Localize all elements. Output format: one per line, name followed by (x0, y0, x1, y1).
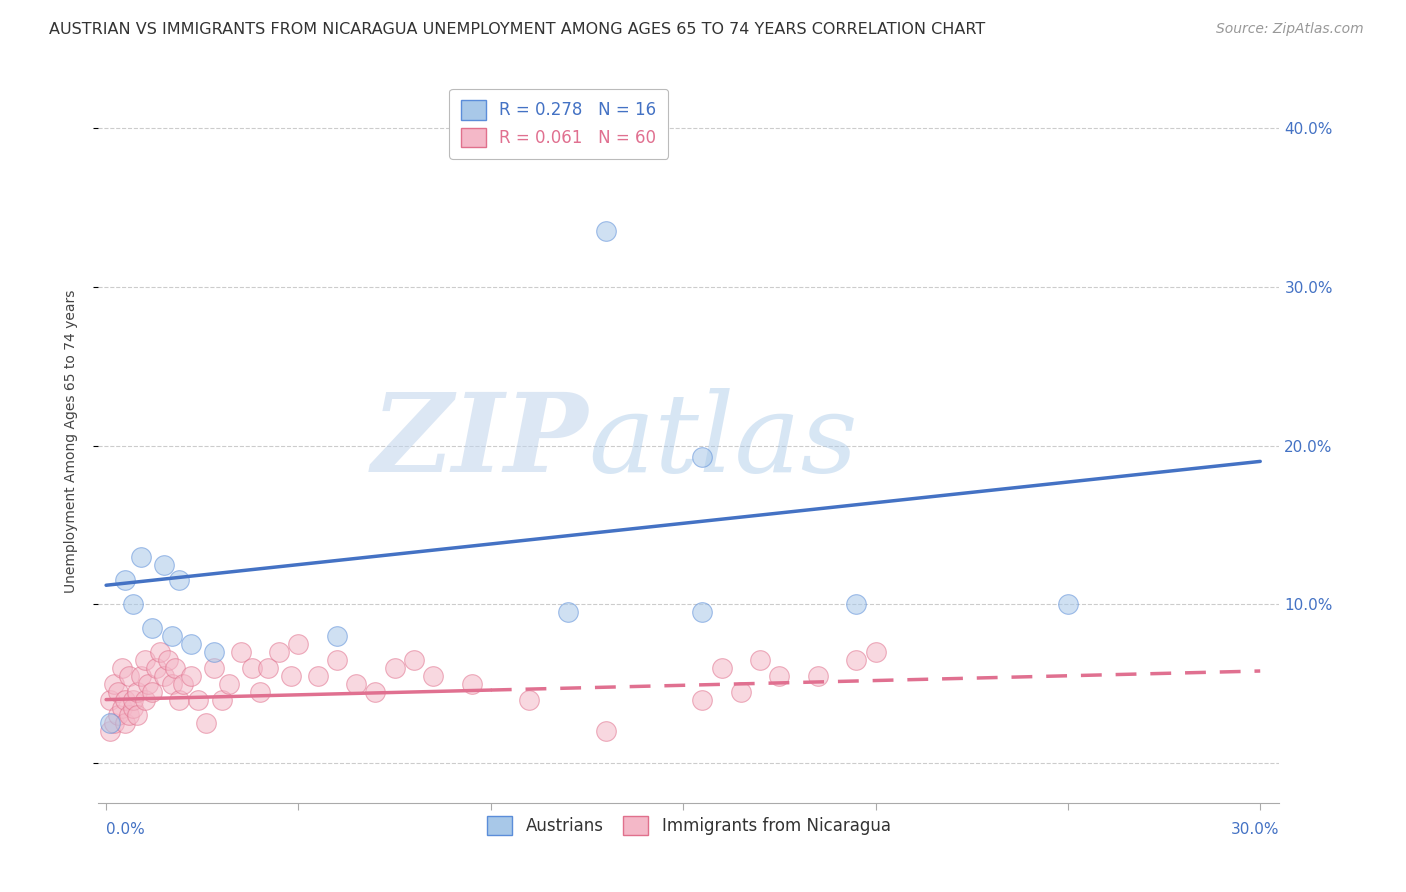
Point (249, 684, 271, 698)
Point (807, 669, 830, 683)
Point (240, 661, 263, 675)
Point (167, 574, 190, 588)
Point (211, 692, 233, 706)
Point (125, 708, 148, 723)
Point (287, 637, 309, 651)
Point (749, 653, 772, 667)
Point (865, 645, 887, 659)
Point (118, 708, 141, 723)
Point (107, 684, 129, 698)
Text: AUSTRIAN VS IMMIGRANTS FROM NICARAGUA UNEMPLOYMENT AMONG AGES 65 TO 74 YEARS COR: AUSTRIAN VS IMMIGRANTS FROM NICARAGUA UN… (49, 22, 986, 37)
Point (307, 669, 329, 683)
Point (692, 605, 714, 619)
Point (125, 684, 148, 698)
Point (149, 645, 172, 659)
Point (172, 676, 194, 690)
Text: Source: ZipAtlas.com: Source: ZipAtlas.com (1216, 22, 1364, 37)
Point (98, 716, 121, 731)
Point (114, 574, 136, 588)
Point (845, 653, 868, 667)
Point (517, 692, 540, 706)
Point (122, 692, 145, 706)
Point (180, 637, 202, 651)
Text: atlas: atlas (589, 388, 858, 495)
Point (218, 676, 240, 690)
Point (202, 645, 225, 659)
Point (229, 645, 252, 659)
Point (202, 661, 225, 675)
Point (138, 676, 160, 690)
Point (110, 700, 132, 714)
Point (103, 716, 125, 731)
Point (98, 724, 121, 739)
Point (167, 692, 190, 706)
Point (165, 661, 187, 675)
Point (460, 676, 482, 690)
Point (110, 661, 132, 675)
Point (730, 684, 752, 698)
Point (402, 653, 425, 667)
Point (595, 724, 617, 739)
Point (364, 684, 387, 698)
Point (107, 708, 129, 723)
Point (114, 716, 136, 731)
Point (156, 653, 179, 667)
Point (557, 605, 579, 619)
Point (103, 676, 125, 690)
Point (145, 661, 167, 675)
Y-axis label: Unemployment Among Ages 65 to 74 years: Unemployment Among Ages 65 to 74 years (63, 290, 77, 593)
Point (98, 692, 121, 706)
Point (160, 629, 183, 643)
Point (344, 676, 367, 690)
Legend: Austrians, Immigrants from Nicaragua: Austrians, Immigrants from Nicaragua (481, 809, 897, 841)
Point (384, 661, 406, 675)
Point (118, 669, 141, 683)
Point (280, 669, 302, 683)
Point (122, 597, 145, 611)
Point (269, 645, 291, 659)
Point (256, 661, 278, 675)
Point (692, 450, 714, 464)
Point (692, 692, 714, 706)
Text: ZIP: ZIP (373, 388, 589, 495)
Point (134, 653, 156, 667)
Point (845, 597, 868, 611)
Point (129, 549, 152, 564)
Point (114, 692, 136, 706)
Point (187, 692, 209, 706)
Point (153, 558, 176, 572)
Point (710, 661, 733, 675)
Text: 0.0%: 0.0% (105, 822, 145, 837)
Point (141, 621, 163, 635)
Point (180, 669, 202, 683)
Point (153, 669, 176, 683)
Point (326, 629, 349, 643)
Point (134, 692, 156, 706)
Text: 30.0%: 30.0% (1232, 822, 1279, 837)
Point (122, 700, 145, 714)
Point (768, 669, 790, 683)
Point (160, 676, 183, 690)
Point (326, 653, 349, 667)
Point (595, 224, 617, 238)
Point (195, 716, 218, 731)
Point (422, 669, 444, 683)
Point (129, 669, 152, 683)
Point (141, 684, 163, 698)
Point (1057, 597, 1080, 611)
